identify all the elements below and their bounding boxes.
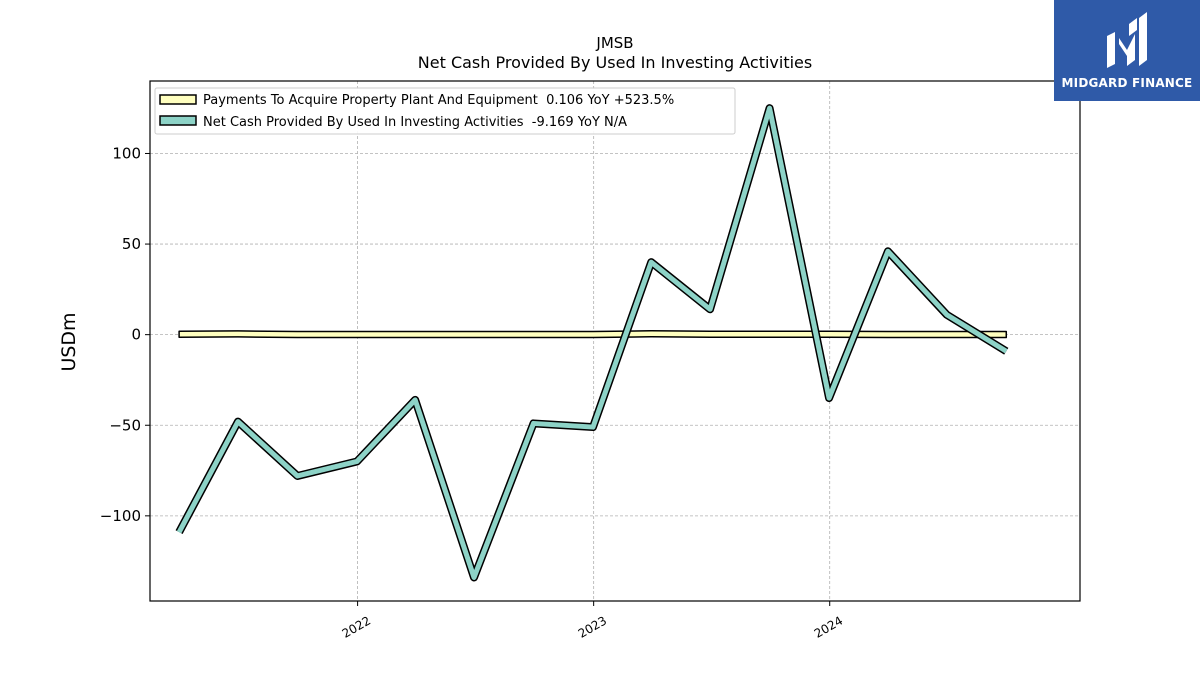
chart-subtitle: Net Cash Provided By Used In Investing A… [418,53,812,72]
series-band-ppe [178,330,1008,339]
y-tick-label: 0 [131,326,141,344]
legend-label-investing: Net Cash Provided By Used In Investing A… [203,115,627,130]
y-axis-label: USDm [58,312,80,371]
legend-swatch-investing [159,115,197,126]
y-tick-label: −50 [109,416,141,434]
plot-frame [149,80,1081,602]
series-line-outline [175,104,1009,582]
chart-title: JMSB [595,34,633,52]
y-tick-label: 50 [122,235,141,253]
legend: Payments To Acquire Property Plant And E… [154,87,736,135]
brand-name: MIDGARD FINANCE [1061,76,1193,90]
series-layer [175,104,1009,582]
y-tick-label: −100 [100,507,141,525]
x-tick-label: 2024 [812,613,845,640]
y-tick-label: 100 [112,144,141,162]
x-tick-label: 2023 [576,613,609,640]
legend-swatch-ppe [159,94,197,105]
legend-box [154,87,736,135]
x-tick-label: 2022 [340,613,373,640]
brand-logo: MIDGARD FINANCE [1054,0,1200,101]
legend-label-ppe: Payments To Acquire Property Plant And E… [203,93,674,108]
grid [150,81,1080,601]
series-line-investing [176,105,1008,580]
midgard-logo-icon [1107,12,1147,68]
